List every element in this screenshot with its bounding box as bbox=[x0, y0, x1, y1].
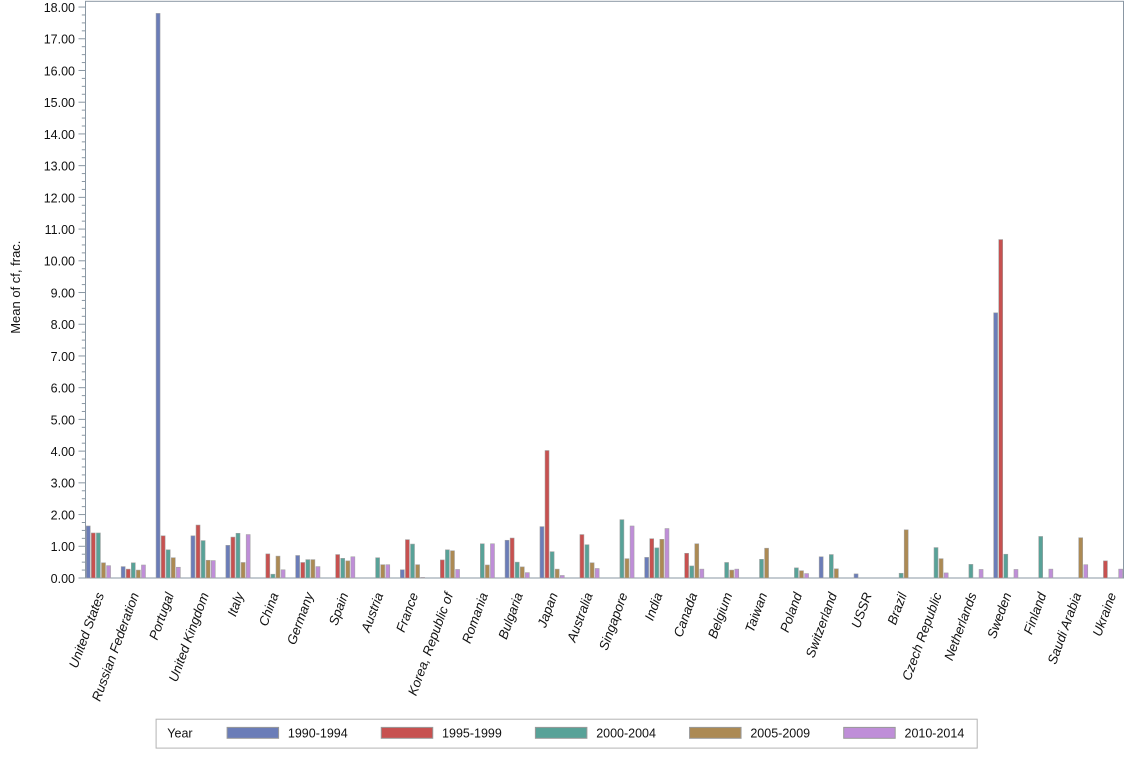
svg-text:2010-2014: 2010-2014 bbox=[905, 726, 965, 740]
svg-text:Mean of cf, frac.: Mean of cf, frac. bbox=[8, 241, 23, 334]
svg-text:10.00: 10.00 bbox=[44, 255, 75, 269]
svg-text:16.00: 16.00 bbox=[44, 64, 75, 78]
svg-text:14.00: 14.00 bbox=[44, 128, 75, 142]
svg-text:1.00: 1.00 bbox=[51, 540, 75, 554]
svg-text:7.00: 7.00 bbox=[51, 350, 75, 364]
svg-text:Year: Year bbox=[167, 726, 192, 740]
svg-text:9.00: 9.00 bbox=[51, 286, 75, 300]
svg-text:6.00: 6.00 bbox=[51, 382, 75, 396]
svg-text:2.00: 2.00 bbox=[51, 508, 75, 522]
svg-text:2000-2004: 2000-2004 bbox=[596, 726, 656, 740]
svg-text:13.00: 13.00 bbox=[44, 160, 75, 174]
svg-text:12.00: 12.00 bbox=[44, 191, 75, 205]
svg-text:17.00: 17.00 bbox=[44, 33, 75, 47]
svg-text:5.00: 5.00 bbox=[51, 413, 75, 427]
svg-text:18.00: 18.00 bbox=[44, 1, 75, 15]
svg-text:1990-1994: 1990-1994 bbox=[288, 726, 348, 740]
svg-text:2005-2009: 2005-2009 bbox=[750, 726, 810, 740]
svg-text:4.00: 4.00 bbox=[51, 445, 75, 459]
svg-text:15.00: 15.00 bbox=[44, 96, 75, 110]
svg-text:0.00: 0.00 bbox=[51, 572, 75, 586]
svg-text:11.00: 11.00 bbox=[45, 223, 75, 237]
svg-text:3.00: 3.00 bbox=[51, 477, 75, 491]
svg-text:1995-1999: 1995-1999 bbox=[442, 726, 502, 740]
svg-text:8.00: 8.00 bbox=[51, 318, 75, 332]
